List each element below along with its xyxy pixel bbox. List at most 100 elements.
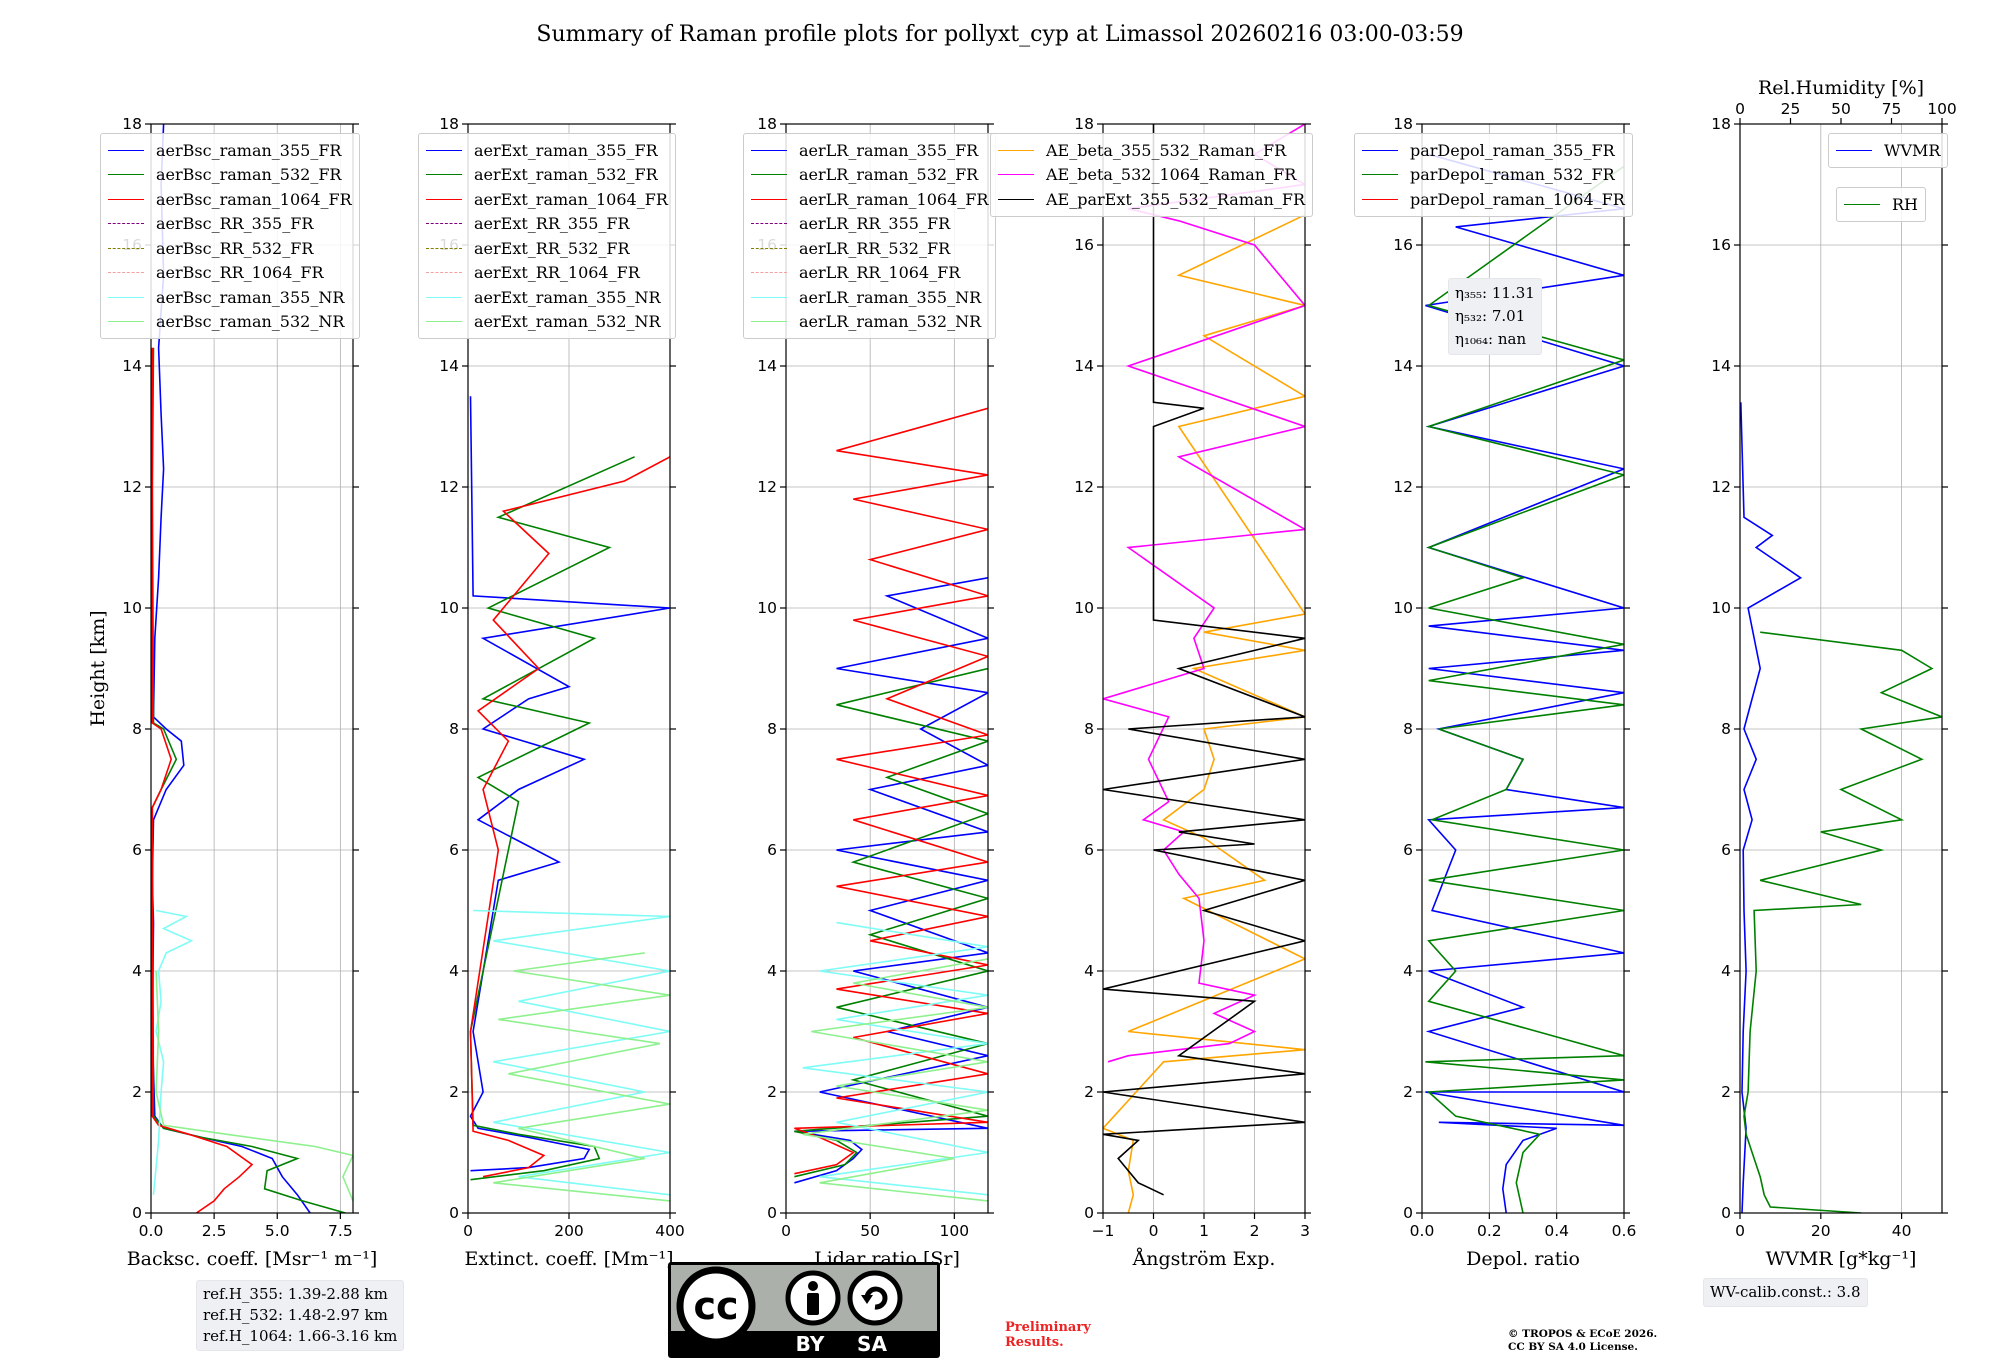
- y-tick-label: 0: [1403, 1204, 1413, 1222]
- y-tick-label: 18: [757, 115, 777, 133]
- legend-label: aerBsc_raman_532_NR: [156, 312, 345, 332]
- cc-sa-label: SA: [857, 1332, 887, 1356]
- x-axis-label: Backsc. coeff. [Msr⁻¹ m⁻¹]: [127, 1248, 378, 1270]
- legend-entry: aerLR_raman_532_FR: [751, 163, 988, 188]
- x-tick-label: 0: [1149, 1222, 1159, 1240]
- x-tick-label: 40: [1892, 1222, 1912, 1240]
- legend-label: aerLR_raman_1064_FR: [799, 189, 989, 209]
- legend-entry: aerBsc_raman_1064_FR: [108, 187, 352, 212]
- legend-swatch: [426, 198, 462, 200]
- y-tick-label: 0: [767, 1204, 777, 1222]
- x-tick-label: 0: [463, 1222, 473, 1240]
- legend-label: aerBsc_raman_1064_FR: [156, 189, 352, 209]
- y-tick-label: 4: [767, 962, 777, 980]
- legend-label: aerBsc_raman_532_FR: [156, 165, 342, 185]
- legend-entry: aerExt_raman_532_FR: [426, 163, 668, 188]
- share-alike-icon: [847, 1270, 903, 1326]
- legend-label: aerExt_raman_532_NR: [474, 312, 661, 332]
- legend-entry: AE_beta_532_1064_Raman_FR: [998, 163, 1305, 188]
- legend-label: AE_parExt_355_532_Raman_FR: [1046, 189, 1305, 209]
- legend-entry: RH: [1844, 192, 1918, 217]
- legend-entry: aerExt_raman_1064_FR: [426, 187, 668, 212]
- legend-label: aerLR_raman_355_FR: [799, 140, 979, 160]
- y-tick-label: 2: [132, 1083, 142, 1101]
- copyright-line1: © TROPOS & ECoE 2026.: [1508, 1328, 1658, 1340]
- preliminary-line2: Results.: [1005, 1335, 1064, 1350]
- legend-label: aerExt_RR_355_FR: [474, 214, 630, 234]
- legend-entry: aerLR_raman_532_NR: [751, 310, 988, 335]
- legend-entry: aerLR_RR_1064_FR: [751, 261, 988, 286]
- legend-entry: aerLR_RR_355_FR: [751, 212, 988, 237]
- legend-label: AE_beta_355_532_Raman_FR: [1046, 140, 1287, 160]
- series-aerExt_raman_1064_FR: [469, 456, 670, 1178]
- figure-title: Summary of Raman profile plots for polly…: [536, 22, 1464, 47]
- legend-label: aerLR_RR_532_FR: [799, 238, 951, 258]
- axes-frame: [1739, 123, 1943, 1214]
- legend-swatch: [751, 174, 787, 176]
- share-alike-arrow: [864, 1286, 888, 1310]
- legend-entry: parDepol_raman_532_FR: [1362, 163, 1625, 188]
- y-tick-label: 14: [1074, 357, 1094, 375]
- y-tick-label: 16: [1711, 236, 1731, 254]
- y-tick-label: 0: [449, 1204, 459, 1222]
- legend-entry: parDepol_raman_355_FR: [1362, 138, 1625, 163]
- series-aerExt_raman_355_NR: [473, 909, 670, 1196]
- series-aerBsc_raman_1064_FR: [151, 347, 254, 1213]
- legend-label: aerExt_RR_1064_FR: [474, 263, 640, 283]
- top-tick-label: 0: [1735, 100, 1745, 118]
- legend-label: aerLR_raman_532_NR: [799, 312, 982, 332]
- legend-entry: aerBsc_raman_532_NR: [108, 310, 352, 335]
- legend-entry: WVMR: [1836, 138, 1940, 163]
- series-aerLR_raman_355_NR: [802, 921, 988, 1196]
- panel-wv: 0 20 40 0 2 4 6 8 10 12 14 16 18 WVMR [g*kg⁻¹] 0 25 50 75…: [1711, 77, 1957, 1270]
- legend-swatch: [751, 223, 787, 225]
- axes-frame: [1421, 123, 1625, 1214]
- y-tick-label: 12: [439, 478, 459, 496]
- y-tick-label: 2: [449, 1083, 459, 1101]
- legend-entry: aerExt_RR_532_FR: [426, 236, 668, 261]
- y-tick-label: 18: [1074, 115, 1094, 133]
- series-AE_beta_355_532_Raman_FR: [1103, 214, 1305, 1213]
- y-tick-label: 6: [132, 841, 142, 859]
- series-aerLR_raman_532_NR: [802, 958, 988, 1202]
- legend-depol: parDepol_raman_355_FR parDepol_raman_532_…: [1354, 133, 1633, 217]
- legend-label: parDepol_raman_532_FR: [1410, 165, 1615, 185]
- series-aerLR_raman_1064_FR: [794, 407, 988, 1175]
- copyright-line2: CC BY SA 4.0 License.: [1508, 1341, 1638, 1353]
- legend-swatch: [426, 223, 462, 225]
- y-tick-label: 14: [1711, 357, 1731, 375]
- legend-entry: AE_beta_355_532_Raman_FR: [998, 138, 1305, 163]
- legend-swatch: [108, 321, 144, 323]
- legend-label: aerLR_raman_532_FR: [799, 165, 979, 185]
- y-tick-label: 18: [1711, 115, 1731, 133]
- y-tick-label: 14: [1393, 357, 1413, 375]
- legend-label: aerBsc_raman_355_FR: [156, 140, 342, 160]
- y-tick-label: 8: [1721, 720, 1731, 738]
- legend-entry: aerBsc_RR_532_FR: [108, 236, 352, 261]
- y-tick-label: 10: [1074, 599, 1094, 617]
- series-aerLR_raman_532_FR: [794, 667, 988, 1178]
- legend-entry: aerBsc_RR_1064_FR: [108, 261, 352, 286]
- x-tick-label: 0: [1735, 1222, 1745, 1240]
- y-tick-label: 8: [767, 720, 777, 738]
- x-tick-label: 1: [1199, 1222, 1209, 1240]
- y-tick-label: 6: [1084, 841, 1094, 859]
- legend-swatch: [998, 149, 1034, 151]
- y-tick-label: 2: [767, 1083, 777, 1101]
- x-tick-label: 5.0: [265, 1222, 290, 1240]
- series-aerBsc_raman_355_NR: [152, 909, 194, 1195]
- y-tick-label: 14: [122, 357, 142, 375]
- x-tick-label: 0.0: [139, 1222, 164, 1240]
- wv-calib-const: WV-calib.const.: 3.8: [1710, 1283, 1861, 1301]
- legend-label: aerExt_raman_532_FR: [474, 165, 658, 185]
- top-tick-label: 75: [1882, 100, 1902, 118]
- series-aerBsc_raman_532_NR: [155, 970, 353, 1202]
- legend-label: RH: [1892, 194, 1918, 214]
- axes-frame: [150, 123, 354, 1214]
- y-tick-label: 4: [1403, 962, 1413, 980]
- legend-swatch: [1836, 149, 1872, 151]
- x-tick-label: 0: [781, 1222, 791, 1240]
- x-tick-label: 0.2: [1477, 1222, 1502, 1240]
- legend-label: aerLR_raman_355_NR: [799, 287, 982, 307]
